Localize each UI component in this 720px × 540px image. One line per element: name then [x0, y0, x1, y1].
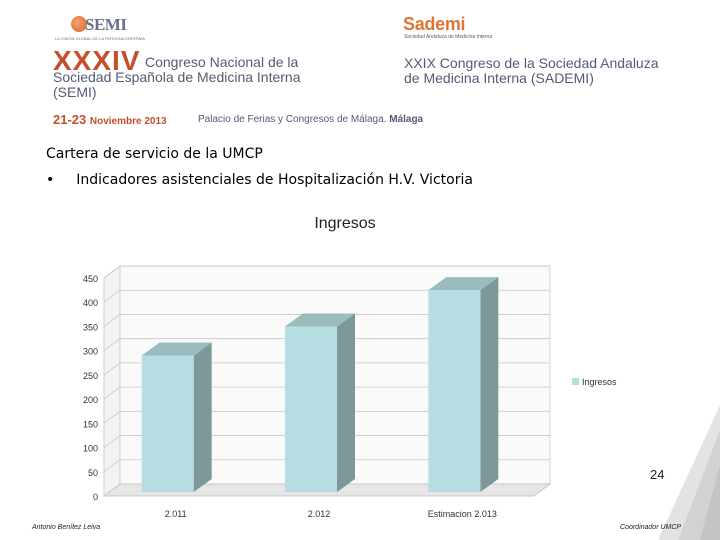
congress-date: 21-23 Noviembre 2013	[53, 112, 167, 127]
congress-venue: Palacio de Ferias y Congresos de Málaga.…	[198, 114, 423, 125]
y-tick-label: 300	[83, 347, 98, 357]
semi-logo: SEMI LA VISIÓN GLOBAL DE LA PERSONA ENFE…	[55, 14, 165, 42]
bullet-text: Indicadores asistenciales de Hospitaliza…	[76, 172, 473, 188]
decorative-band	[658, 405, 720, 540]
gridline	[103, 314, 550, 327]
congress-venue-text: Palacio de Ferias y Congresos de Málaga.	[198, 114, 387, 125]
sademi-logo-tagline: Sociedad Andaluza de Medicina Interna	[404, 34, 493, 40]
y-tick-label: 0	[93, 492, 98, 502]
legend-swatch	[572, 378, 579, 385]
chart-svg: Ingresos 0 50 100 150 200 250 300 350 400 450 2.011…	[83, 215, 617, 519]
gridline	[103, 410, 550, 424]
gridline	[103, 362, 550, 376]
congress-venue-city: Málaga	[389, 114, 424, 125]
x-tick-label: 2.011	[165, 509, 187, 519]
sademi-logo-word: Sademi	[403, 14, 466, 34]
bar-side	[193, 342, 212, 492]
bar	[141, 355, 194, 492]
bar-top	[428, 277, 499, 291]
bar	[285, 326, 337, 492]
x-tick-label: Estimacion 2.013	[428, 509, 497, 519]
gridline	[103, 265, 550, 279]
y-tick-label: 100	[83, 444, 98, 454]
gridline	[103, 435, 550, 448]
y-tick-label: 350	[83, 322, 98, 332]
footer-author: Antonio Benítez Leiva	[32, 524, 101, 531]
y-tick-label: 400	[83, 298, 98, 308]
semi-logo-tagline: LA VISIÓN GLOBAL DE LA PERSONA ENFERMA	[55, 36, 145, 41]
gridline	[103, 483, 550, 497]
congress-left-line-3: (SEMI)	[53, 84, 97, 100]
congress-date-days: 21-23	[53, 112, 87, 127]
page-number: 24	[650, 467, 665, 482]
congress-date-month: Noviembre 2013	[89, 116, 167, 127]
gridline	[103, 338, 550, 351]
y-tick-label: 450	[83, 274, 98, 284]
bar-side	[337, 313, 355, 492]
bar-side	[480, 277, 499, 492]
semi-logo-word: SEMI	[85, 15, 127, 34]
congress-right-line-1: XXIX Congreso de la Sociedad Andaluza	[404, 55, 659, 71]
chart-title: Ingresos	[314, 215, 375, 232]
bullet-icon: •	[46, 172, 55, 188]
y-tick-label: 50	[88, 468, 98, 478]
legend-label: Ingresos	[582, 377, 617, 387]
semi-logo-mark	[71, 16, 87, 32]
y-tick-label: 150	[83, 419, 98, 429]
x-tick-label: 2.012	[308, 509, 331, 519]
gridline	[103, 459, 550, 473]
congress-left-line-1: Congreso Nacional de la	[145, 54, 299, 70]
congress-right-line-2: de Medicina Interna (SADEMI)	[404, 70, 594, 86]
congress-roman-number: XXXIV	[53, 45, 141, 76]
ingresos-chart: Ingresos 0 50 100 150 200 250 300 350 400 450 2.011…	[60, 204, 632, 526]
gridline	[103, 289, 550, 303]
sademi-logo: Sademi Sociedad Andaluza de Medicina Int…	[403, 14, 523, 42]
bar-top	[285, 313, 355, 327]
congress-title-right: XXIX Congreso de la Sociedad Andaluza de…	[404, 56, 694, 86]
congress-left-line-2: Sociedad Española de Medicina Interna	[53, 69, 301, 85]
slide-bullet: • Indicadores asistenciales de Hospitaliz…	[46, 172, 473, 188]
bar	[428, 290, 481, 492]
y-tick-label: 250	[83, 371, 98, 381]
slide-subtitle: Cartera de servicio de la UMCP	[46, 146, 263, 162]
congress-title-left: Congreso Nacional de la Sociedad Español…	[53, 54, 375, 100]
y-tick-label: 200	[83, 395, 98, 405]
gridline	[103, 386, 550, 400]
footer-role: Coordinador UMCP	[620, 524, 682, 531]
bar-top	[141, 342, 212, 356]
